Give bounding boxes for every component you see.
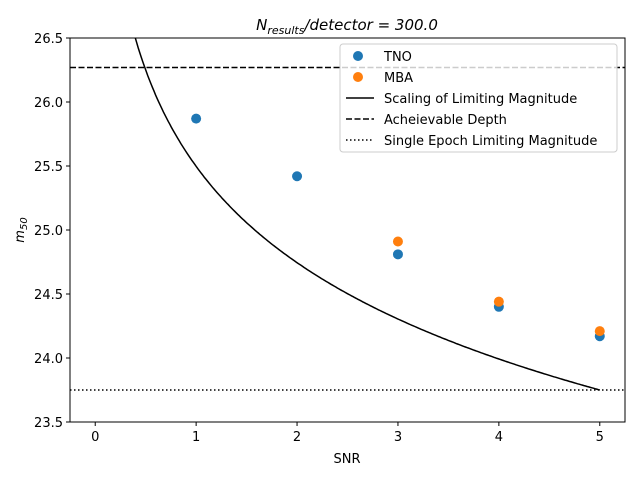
legend-label-tno: TNO	[383, 50, 412, 65]
x-tick-label: 4	[495, 430, 503, 445]
x-tick-label: 5	[596, 430, 604, 445]
point-tno	[392, 249, 403, 260]
legend-label-single-epoch: Single Epoch Limiting Magnitude	[384, 134, 597, 149]
x-tick-label: 2	[293, 430, 301, 445]
point-tno	[191, 113, 202, 124]
point-mba	[594, 326, 605, 337]
y-tick-label: 26.0	[34, 96, 63, 111]
y-tick-label: 25.5	[34, 160, 63, 175]
y-tick-label: 23.5	[34, 416, 63, 431]
chart-title: Nresults/detector = 300.0	[256, 16, 438, 37]
x-tick-label: 1	[192, 430, 200, 445]
x-tick-label: 3	[394, 430, 402, 445]
y-tick-label: 24.0	[34, 352, 63, 367]
legend-marker-mba	[353, 72, 363, 82]
point-mba	[392, 236, 403, 247]
scaling-curve	[134, 38, 600, 391]
y-tick-label: 26.5	[34, 32, 63, 47]
y-tick-label: 25.0	[34, 224, 63, 239]
legend-label-scaling: Scaling of Limiting Magnitude	[384, 92, 577, 107]
y-tick-label: 24.5	[34, 288, 63, 303]
y-axis-label: m50	[13, 217, 30, 242]
point-tno	[292, 171, 303, 182]
legend: TNO MBA Scaling of Limiting Magnitude Ac…	[339, 43, 618, 153]
point-mba	[493, 296, 504, 307]
legend-label-depth: Acheievable Depth	[384, 113, 507, 128]
x-axis-label: SNR	[333, 452, 360, 467]
legend-label-mba: MBA	[384, 71, 413, 86]
x-tick-label: 0	[91, 430, 99, 445]
legend-marker-tno	[353, 51, 363, 61]
